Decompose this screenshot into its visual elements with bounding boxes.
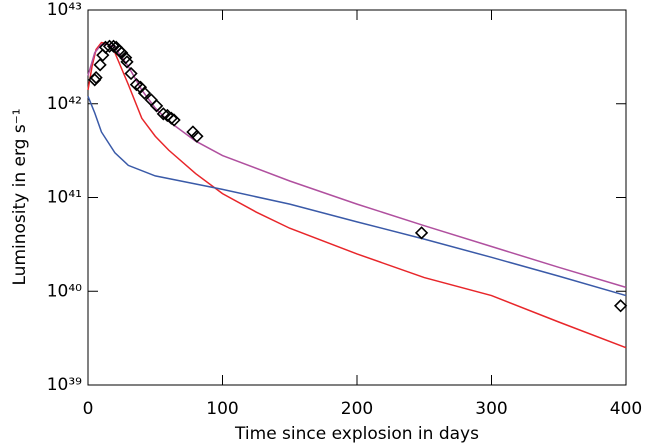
data-point bbox=[156, 107, 170, 121]
data-point bbox=[119, 51, 133, 65]
y-tick-label: 10⁴² bbox=[47, 94, 82, 114]
data-point bbox=[96, 48, 110, 62]
x-tick-label: 0 bbox=[83, 399, 94, 419]
plot-frame bbox=[87, 9, 627, 386]
data-point bbox=[613, 299, 628, 313]
data-point bbox=[93, 58, 107, 72]
data-point bbox=[167, 113, 181, 127]
y-tick-label: 10³⁹ bbox=[47, 375, 82, 395]
data-point bbox=[149, 99, 164, 113]
data-point bbox=[124, 66, 138, 81]
model-line bbox=[87, 43, 627, 289]
x-tick-label: 400 bbox=[610, 399, 642, 419]
x-tick-label: 200 bbox=[341, 399, 373, 419]
data-point bbox=[106, 39, 121, 53]
data-point bbox=[120, 55, 134, 69]
x-axis-label: Time since explosion in days bbox=[234, 424, 479, 444]
x-tick-label: 300 bbox=[475, 399, 507, 419]
model-line bbox=[87, 96, 627, 297]
data-point bbox=[137, 86, 152, 100]
y-tick-label: 10⁴¹ bbox=[47, 188, 82, 208]
x-tick-label: 100 bbox=[206, 399, 238, 419]
data-point bbox=[133, 80, 148, 94]
y-tick-label: 10⁴³ bbox=[47, 0, 82, 20]
y-tick-label: 10⁴⁰ bbox=[47, 281, 82, 301]
data-point bbox=[414, 226, 429, 240]
model-line bbox=[87, 41, 627, 349]
y-axis-label: Luminosity in erg s⁻¹ bbox=[10, 108, 30, 285]
data-point bbox=[190, 129, 204, 143]
data-point bbox=[88, 73, 102, 87]
